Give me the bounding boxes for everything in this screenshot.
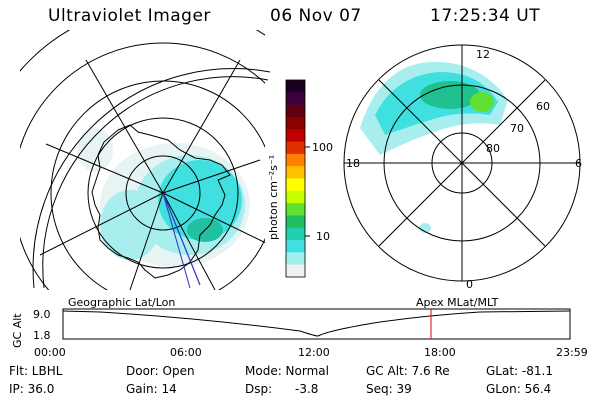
header-time: 17:25:34 UT [430, 6, 541, 26]
colorbar-swatch [286, 203, 305, 216]
colorbar-unit-label: photon cm⁻²s⁻¹ [267, 155, 280, 240]
mlt-label-18: 18 [346, 157, 360, 170]
info-ip: IP: 36.0 [9, 382, 55, 396]
colorbar-swatch [286, 178, 305, 192]
mlt-label-6: 6 [575, 157, 582, 170]
magnetic-map: 12 18 6 0 60 70 80 [343, 44, 582, 291]
timeline-panel: Geographic Lat/Lon Apex MLat/MLT GC Alt … [11, 296, 588, 359]
colorbar-tick-10: 10 [316, 230, 330, 243]
satellite-track [162, 192, 201, 286]
timeline-frame [62, 308, 571, 340]
info-glon: GLon: 56.4 [486, 382, 552, 396]
info-filter: Flt: LBHL [9, 364, 63, 378]
colorbar-swatch [286, 129, 305, 143]
mlat-label-70: 70 [510, 122, 524, 135]
mlat-label-60: 60 [536, 100, 550, 113]
timeline-xtick-3: 18:00 [424, 346, 456, 359]
info-dsp-value: -3.8 [295, 382, 319, 396]
colorbar-swatch [286, 227, 305, 241]
colorbar-tick-100: 100 [312, 141, 333, 154]
info-seq: Seq: 39 [366, 382, 412, 396]
info-mode: Mode: Normal [245, 364, 329, 378]
info-glat: GLat: -81.1 [486, 364, 553, 378]
limb-arcs [32, 68, 271, 289]
header-date: 06 Nov 07 [270, 6, 362, 26]
colorbar-swatch [286, 80, 305, 93]
colorbar-swatch [286, 215, 305, 229]
mlat-label-80: 80 [486, 142, 500, 155]
colorbar-frame [285, 79, 306, 278]
colorbar-swatch [286, 116, 305, 130]
aurora-glow-left [77, 128, 250, 267]
longitude-lines [39, 59, 265, 290]
mlt-label-0: 0 [466, 278, 473, 291]
colorbar-swatch [286, 240, 305, 253]
right-map-label: Apex MLat/MLT [416, 296, 499, 309]
info-gain: Gain: 14 [126, 382, 177, 396]
timeline-xtick-0: 00:00 [34, 346, 66, 359]
timeline-ytick-low: 1.8 [33, 329, 51, 342]
colorbar-swatch [286, 104, 305, 118]
mlt-label-12: 12 [476, 48, 490, 61]
info-door: Door: Open [126, 364, 195, 378]
colorbar-swatch [286, 153, 305, 167]
colorbar-swatch [286, 264, 305, 278]
colorbar-swatch [286, 190, 305, 204]
colorbar [286, 80, 305, 278]
colorbar-swatch [286, 92, 305, 106]
timeline-xtick-4: 23:59 [556, 346, 588, 359]
timeline-ytick-high: 9.0 [33, 308, 51, 321]
antarctica-coastline [91, 124, 231, 279]
timeline-xtick-1: 06:00 [170, 346, 202, 359]
altitude-curve [62, 310, 571, 337]
colorbar-swatch [286, 166, 305, 179]
mlt-spokes [344, 45, 580, 281]
info-gc-alt: GC Alt: 7.6 Re [366, 364, 450, 378]
timeline-xtick-2: 12:00 [298, 346, 330, 359]
left-map-label: Geographic Lat/Lon [68, 296, 175, 309]
timeline-axis-label: GC Alt [11, 313, 24, 348]
colorbar-swatch [286, 252, 305, 266]
colorbar-swatch [286, 141, 305, 155]
header-title: Ultraviolet Imager [48, 6, 211, 26]
geographic-map [20, 30, 265, 290]
info-dsp-label: Dsp: [245, 382, 273, 396]
